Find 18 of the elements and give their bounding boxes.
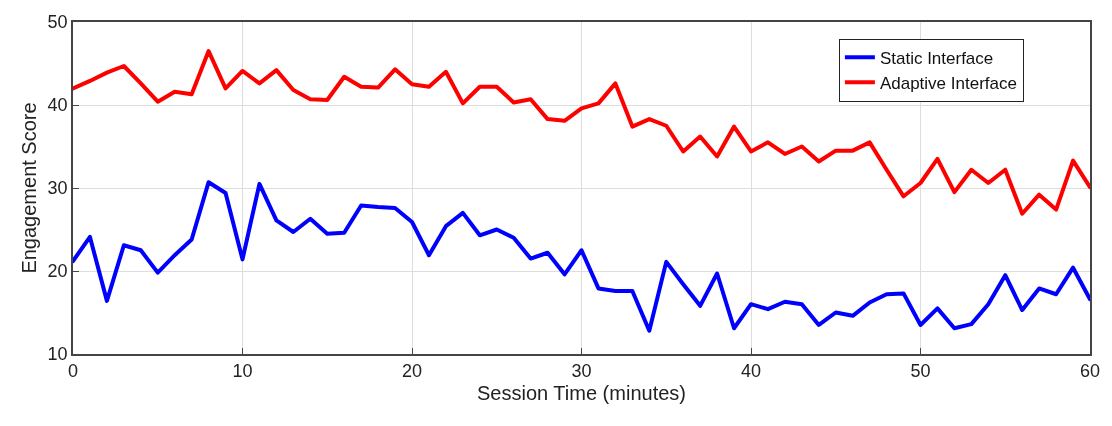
x-tick-label: 60 [1079,361,1101,382]
x-tick-label: 50 [910,361,931,382]
line-series [73,180,1090,333]
x-axis-title: Session Time (minutes) [477,382,686,405]
x-tick-label: 20 [401,361,423,382]
y-tick-label: 40 [47,95,68,116]
x-tick-label: 40 [740,361,762,382]
legend-label: Adaptive Interface [879,73,1017,93]
line-series [73,49,1090,216]
y-tick-label: 30 [47,178,68,199]
x-tick-label: 30 [571,361,592,382]
x-tick-label: 0 [67,361,79,382]
legend-label: Static Interface [879,48,994,68]
y-tick-label: 20 [47,261,68,282]
y-tick-label: 10 [47,344,68,365]
y-axis-title: Engagement Score [17,102,40,274]
y-tick-label: 50 [47,12,68,33]
x-tick-label: 10 [232,361,253,382]
